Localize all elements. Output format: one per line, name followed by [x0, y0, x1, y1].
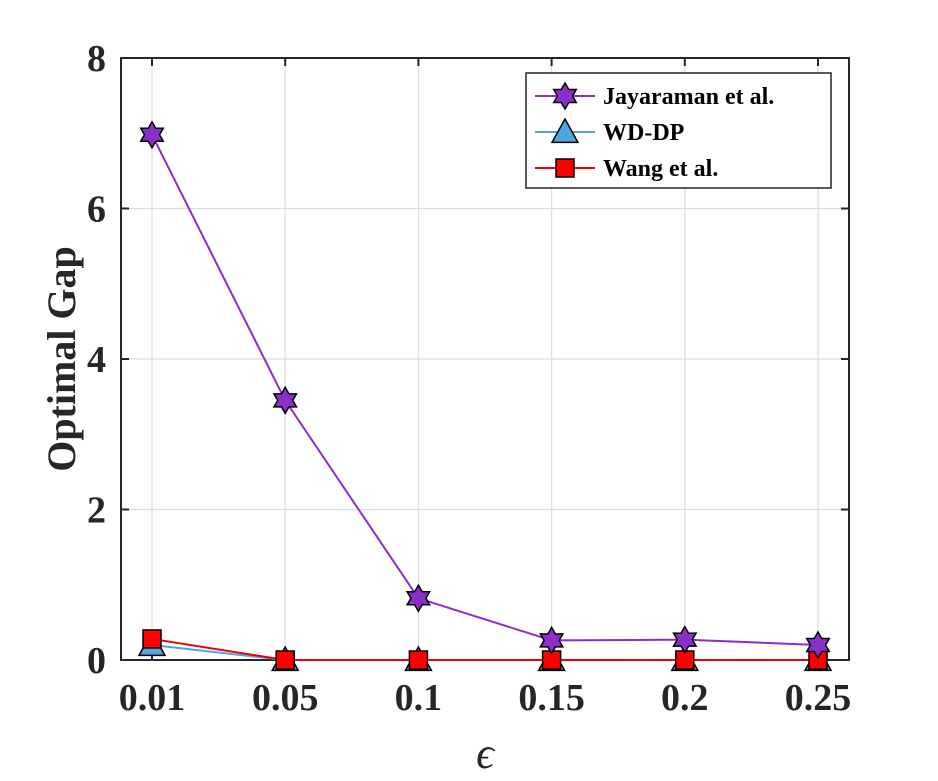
legend-marker	[550, 117, 580, 144]
legend-marker	[555, 158, 575, 178]
data-point	[539, 625, 565, 655]
x-tick-label: 0.2	[661, 677, 709, 719]
data-point	[275, 650, 295, 670]
series-0	[151, 134, 819, 646]
legend: Jayaraman et al. WD-DP Wang et al.	[525, 72, 832, 189]
data-point	[408, 650, 429, 670]
x-tick-label: 0.15	[518, 677, 585, 719]
legend-item: WD-DP	[535, 117, 684, 146]
legend-item: Wang et al.	[535, 156, 718, 182]
series-markers-0	[139, 120, 831, 660]
y-tick-label: 4	[87, 339, 106, 381]
legend-item: Jayaraman et al.	[535, 81, 774, 111]
x-tick-label: 0.25	[785, 677, 852, 719]
series-2	[151, 637, 818, 661]
y-tick-label: 6	[87, 189, 106, 231]
x-tick-label: 0.05	[252, 677, 319, 719]
x-tick-label: 0.1	[395, 677, 443, 719]
legend-label: Jayaraman et al.	[603, 84, 774, 110]
data-point	[805, 630, 831, 660]
y-tick-label: 8	[87, 38, 106, 80]
data-point	[672, 625, 698, 655]
y-tick-label: 2	[87, 490, 106, 532]
x-tick-label: 0.01	[119, 677, 186, 719]
series-markers-1	[137, 630, 833, 672]
legend-label: Wang et al.	[603, 156, 718, 182]
series-group	[137, 120, 833, 672]
series-line	[151, 637, 818, 661]
series-line	[151, 134, 819, 646]
data-point	[272, 385, 298, 415]
legend-marker	[552, 81, 578, 111]
legend-label: WD-DP	[603, 120, 684, 146]
x-axis-label: ϵ	[476, 729, 496, 778]
data-point	[405, 583, 431, 613]
series-1	[151, 643, 818, 661]
y-tick-label: 0	[87, 640, 106, 682]
series-markers-2	[142, 629, 828, 670]
data-point	[139, 120, 165, 150]
tick-labels: 0.01 0.05 0.1 0.15 0.2 0.25 0 2 4 6 8	[87, 38, 851, 719]
data-point	[142, 629, 162, 649]
y-axis-label: Optimal Gap	[39, 246, 84, 472]
series-line	[151, 643, 818, 661]
